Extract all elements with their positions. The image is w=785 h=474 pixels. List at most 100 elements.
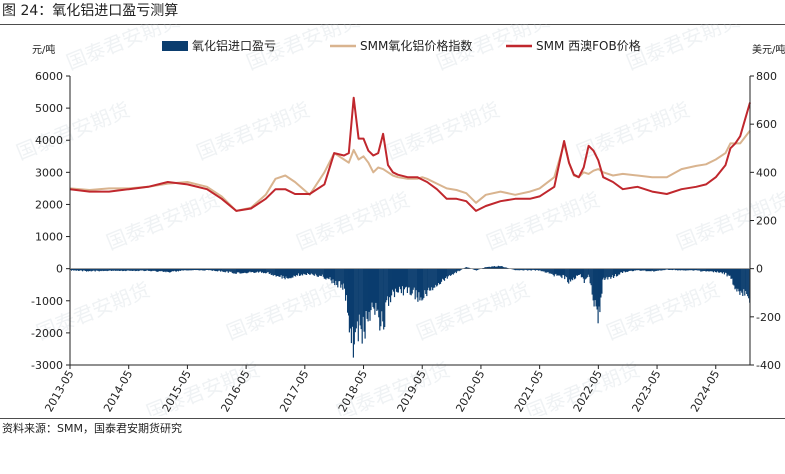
y-right-tick-label: 800 [756, 70, 777, 83]
bar [741, 268, 743, 293]
bar [266, 268, 268, 273]
bar [363, 268, 365, 332]
bar [513, 268, 515, 270]
bar [573, 268, 575, 278]
bar [93, 268, 95, 271]
bar [212, 268, 214, 271]
bar [612, 268, 614, 276]
bar [602, 268, 604, 280]
bar [366, 268, 368, 319]
bar [657, 268, 659, 271]
bar [731, 268, 733, 279]
bar [529, 268, 532, 271]
bar [361, 268, 363, 344]
bar [435, 268, 437, 285]
bar [217, 268, 219, 272]
bar [141, 268, 143, 271]
bar [372, 268, 374, 307]
bar [388, 268, 390, 306]
bar [128, 268, 130, 271]
bar [377, 268, 379, 310]
bar [329, 268, 331, 278]
bar [720, 268, 722, 273]
bar [135, 268, 137, 271]
bar [311, 268, 313, 275]
bar [296, 268, 298, 275]
bar [89, 268, 91, 271]
bar [142, 268, 144, 271]
bar [506, 267, 508, 269]
bar [263, 268, 265, 274]
legend: 氧化铝进口盈亏 SMM氧化铝价格指数 SMM 西澳FOB价格 [162, 38, 641, 53]
bar [603, 268, 605, 278]
bar [195, 268, 197, 271]
bar [365, 268, 367, 311]
bar [468, 267, 470, 269]
bar [563, 268, 565, 276]
bar [148, 268, 150, 271]
bar [257, 268, 259, 272]
bar [448, 268, 450, 275]
bar [697, 268, 699, 271]
bar [578, 268, 580, 275]
bar [381, 268, 383, 312]
bar [700, 268, 702, 272]
bar [499, 266, 501, 269]
bar [722, 268, 724, 273]
bar [744, 268, 746, 296]
bar [614, 268, 616, 277]
bar [295, 268, 297, 277]
bar [696, 268, 698, 271]
bar [199, 268, 201, 271]
bar [294, 268, 296, 277]
y-right-unit: 美元/吨 [752, 43, 785, 56]
bar [333, 268, 335, 283]
bar [270, 268, 272, 275]
legend-swatch [162, 41, 188, 51]
bar [438, 268, 441, 285]
bar [703, 268, 705, 271]
bar [575, 268, 578, 276]
bar [743, 268, 745, 290]
bar [147, 268, 149, 271]
bar [373, 268, 375, 309]
bar [70, 268, 72, 270]
bar [164, 268, 166, 272]
bar [300, 268, 302, 276]
bar [699, 268, 701, 271]
bar [702, 268, 704, 272]
watermark-text: 国泰君安期货 [573, 97, 693, 164]
bar [490, 266, 492, 269]
bar [355, 268, 357, 329]
bar [632, 268, 634, 272]
bar [401, 268, 403, 287]
bar [255, 268, 257, 273]
bar [431, 268, 433, 288]
bar [275, 268, 277, 277]
bar [615, 268, 617, 274]
bar [411, 268, 413, 294]
watermark-text: 国泰君安期货 [293, 187, 413, 254]
bar [430, 268, 432, 291]
bar [287, 268, 289, 279]
watermark-text: 国泰君安期货 [193, 97, 313, 164]
bar [473, 268, 475, 270]
bar [689, 268, 691, 271]
bar [149, 268, 151, 271]
bar [129, 268, 131, 271]
bar [546, 268, 548, 273]
bar [651, 268, 653, 271]
bar [537, 268, 540, 271]
bar [178, 268, 180, 271]
bar [628, 268, 630, 271]
bar [532, 268, 535, 270]
bar [489, 267, 491, 269]
bar [238, 268, 240, 273]
bar [117, 268, 119, 271]
bar [273, 268, 275, 276]
bar [715, 268, 717, 273]
bar [665, 268, 667, 270]
bar [446, 268, 448, 279]
bar [746, 268, 748, 294]
bar [237, 268, 239, 273]
